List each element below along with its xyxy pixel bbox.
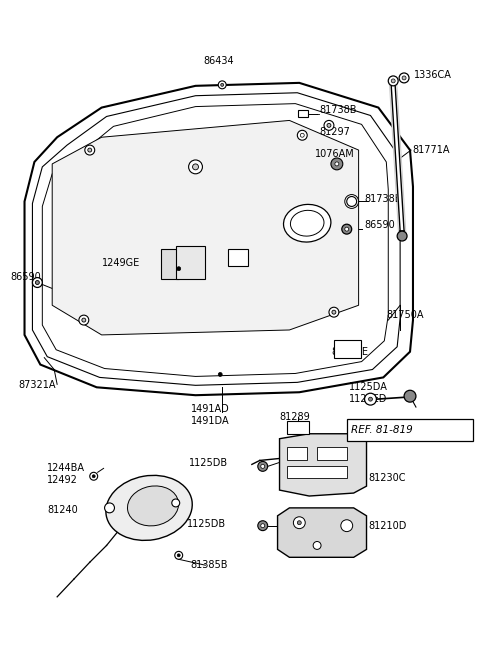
Text: 1244BA: 1244BA (47, 463, 85, 474)
Text: 81230C: 81230C (369, 473, 406, 483)
Circle shape (335, 162, 339, 166)
Circle shape (36, 280, 39, 284)
Text: 81771A: 81771A (412, 145, 449, 155)
Circle shape (92, 475, 95, 477)
Text: 87321A: 87321A (19, 381, 56, 390)
Text: 86590: 86590 (11, 272, 41, 282)
Circle shape (342, 224, 352, 234)
Text: 81210D: 81210D (369, 521, 407, 531)
Text: 81738E: 81738E (364, 193, 401, 204)
Circle shape (85, 145, 95, 155)
Text: 81750A: 81750A (386, 310, 424, 320)
Polygon shape (277, 508, 367, 557)
Polygon shape (33, 93, 400, 385)
Circle shape (297, 521, 301, 525)
Polygon shape (52, 121, 359, 335)
Polygon shape (42, 103, 388, 377)
Polygon shape (334, 340, 360, 358)
Text: 1076AM: 1076AM (315, 149, 355, 159)
Circle shape (88, 148, 92, 152)
Circle shape (345, 227, 349, 231)
Polygon shape (288, 466, 347, 478)
Text: 1129ED: 1129ED (349, 394, 387, 404)
Polygon shape (24, 83, 413, 395)
Circle shape (175, 552, 183, 559)
Circle shape (402, 76, 406, 80)
Polygon shape (288, 421, 309, 434)
Circle shape (177, 554, 180, 557)
Circle shape (324, 121, 334, 130)
Polygon shape (161, 249, 179, 278)
Ellipse shape (128, 486, 179, 526)
Text: 81289: 81289 (279, 412, 310, 422)
Circle shape (172, 499, 180, 507)
Text: REF. 81-819: REF. 81-819 (351, 425, 412, 435)
Circle shape (192, 164, 199, 170)
Circle shape (331, 158, 343, 170)
Text: 1125DA: 1125DA (349, 383, 388, 392)
Circle shape (388, 76, 398, 86)
Text: 81738B: 81738B (319, 105, 357, 115)
Circle shape (258, 461, 268, 472)
Bar (298, 109, 308, 117)
FancyBboxPatch shape (347, 419, 473, 441)
Polygon shape (317, 447, 347, 460)
Text: 86434: 86434 (203, 56, 234, 66)
Text: 81297: 81297 (319, 127, 350, 138)
Circle shape (404, 390, 416, 402)
Circle shape (258, 521, 268, 531)
Text: 12492: 12492 (47, 476, 78, 485)
Circle shape (364, 393, 376, 405)
Polygon shape (288, 447, 307, 460)
Circle shape (218, 373, 222, 377)
Circle shape (218, 81, 226, 89)
Circle shape (397, 231, 407, 241)
Polygon shape (228, 249, 248, 266)
Circle shape (297, 130, 307, 140)
Polygon shape (176, 246, 205, 278)
Circle shape (347, 196, 357, 206)
Circle shape (261, 524, 264, 528)
Circle shape (82, 318, 86, 322)
Text: 1249GE: 1249GE (102, 258, 140, 268)
Circle shape (341, 520, 353, 532)
Text: 81240: 81240 (47, 505, 78, 515)
Text: 1491AD: 1491AD (191, 404, 229, 414)
Ellipse shape (284, 204, 331, 242)
Circle shape (177, 267, 180, 271)
Circle shape (33, 278, 42, 288)
Text: 1491DA: 1491DA (191, 416, 229, 426)
Polygon shape (279, 434, 367, 496)
Circle shape (189, 160, 203, 174)
Ellipse shape (106, 476, 192, 540)
Text: 1125DB: 1125DB (189, 458, 228, 468)
Text: 86590: 86590 (364, 220, 396, 230)
Text: 1336CA: 1336CA (414, 70, 452, 80)
Circle shape (221, 83, 224, 86)
Circle shape (79, 315, 89, 325)
Text: 1125DB: 1125DB (187, 519, 226, 529)
Circle shape (293, 517, 305, 529)
Circle shape (327, 123, 331, 127)
Circle shape (261, 464, 264, 468)
Circle shape (369, 397, 372, 401)
Circle shape (332, 310, 336, 314)
Circle shape (90, 472, 97, 480)
Circle shape (313, 542, 321, 550)
Circle shape (105, 503, 114, 513)
Circle shape (329, 307, 339, 317)
Circle shape (391, 79, 395, 83)
Text: 81385B: 81385B (191, 560, 228, 571)
Text: 81753E: 81753E (331, 346, 368, 357)
